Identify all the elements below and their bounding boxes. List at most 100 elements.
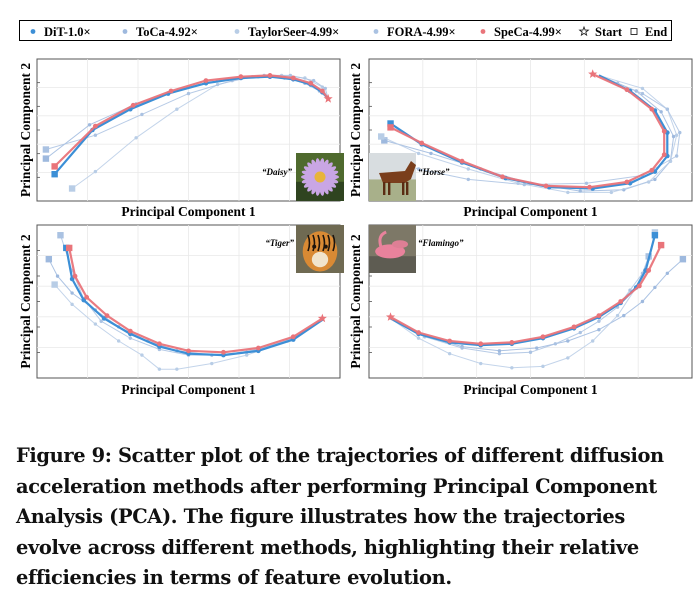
data-point [238,74,244,80]
data-point [81,297,87,303]
series-SpeCa-4.99× [386,241,665,347]
data-point [497,351,502,356]
x-axis-label: Principal Component 1 [463,204,598,219]
data-point [541,364,545,369]
legend-item-5: Start [578,25,623,39]
data-point [636,283,642,289]
data-point [157,367,162,371]
x-axis-label: Principal Component 1 [463,382,598,397]
data-point [466,167,470,171]
legend-item-4: SpeCa-4.99× [480,25,562,39]
data-point [597,328,601,332]
y-axis-label: Principal Component 2 [348,63,363,198]
end-marker [51,281,58,288]
data-point [134,136,138,140]
y-axis-label: Principal Component 2 [18,63,33,198]
scatter-plot-horse: “Horse” Principal Component 1 Principal Co… [348,58,693,219]
image-label: “Tiger” [265,238,294,248]
data-point [624,87,630,93]
data-point [584,181,589,185]
data-point [290,334,296,340]
data-point [101,316,107,321]
data-point [646,268,652,273]
data-point [578,330,582,335]
data-point [665,107,670,111]
data-point [267,73,273,78]
data-point [69,276,75,282]
data-point [674,154,679,158]
data-point [447,351,452,356]
end-marker [42,155,50,162]
data-point [168,88,174,94]
data-point [186,91,191,96]
data-point [210,361,214,366]
data-point [140,353,144,357]
legend-label: FORA-4.99× [387,25,456,39]
data-point [622,313,626,318]
end-marker [657,241,665,249]
data-point [104,313,110,318]
data-point [175,107,179,111]
end-marker [68,185,76,192]
data-point [323,86,327,91]
end-marker [651,232,659,239]
data-point [566,339,570,343]
data-point [500,174,505,180]
data-point [596,313,602,318]
data-point [459,158,465,164]
end-marker [57,232,64,239]
end-marker [65,244,73,252]
end-marker [387,120,394,127]
data-point [566,190,570,195]
start-marker [323,94,333,103]
start-marker [317,313,327,323]
data-point [203,78,209,83]
legend-item-6: End [630,25,667,39]
data-point [649,167,655,173]
data-point [566,356,570,360]
data-point [640,86,645,91]
legend-square-marker [630,28,638,35]
end-marker [45,256,53,263]
end-marker [42,146,50,153]
figure-caption: Figure 9: Scatter plot of the trajectori… [16,444,664,590]
data-point [140,112,144,117]
data-point [535,346,539,350]
data-point [311,78,316,83]
panel-horse: “Horse” Principal Component 1 Principal Co… [340,46,697,222]
x-axis-label: Principal Component 1 [121,382,256,397]
data-point [221,349,226,355]
data-point [509,339,515,345]
legend-label: End [645,25,667,39]
data-point [93,322,98,326]
end-marker [51,171,58,178]
plot-area [368,58,693,202]
data-point [497,349,502,353]
x-axis-label: Principal Component 1 [121,204,256,219]
panel-flamingo: “Flamingo” Principal Component 1 Principal… [340,222,697,400]
legend-label: TaylorSeer-4.99× [248,25,339,39]
legend-item-2: TaylorSeer-4.99× [234,25,339,39]
flamingo-photo [369,225,416,273]
data-point [510,366,514,370]
data-point [674,133,679,137]
data-point [479,361,483,366]
series-SpeCa-4.99× [65,244,327,355]
legend-label: DiT-1.0× [44,25,91,39]
daisy-photo [296,153,344,201]
legend-marker [122,29,128,34]
data-point [665,271,670,275]
data-point [419,140,425,146]
data-point [245,353,249,357]
legend-item-3: FORA-4.99× [373,25,456,39]
legend-marker [30,29,36,34]
data-point [653,285,657,290]
data-point [319,88,325,94]
legend-star-marker [578,25,590,37]
end-marker [51,163,58,170]
legend-marker [373,29,379,34]
legend-marker [234,29,240,34]
data-point [671,134,676,139]
legend-marker [480,29,486,34]
data-point [447,338,453,344]
